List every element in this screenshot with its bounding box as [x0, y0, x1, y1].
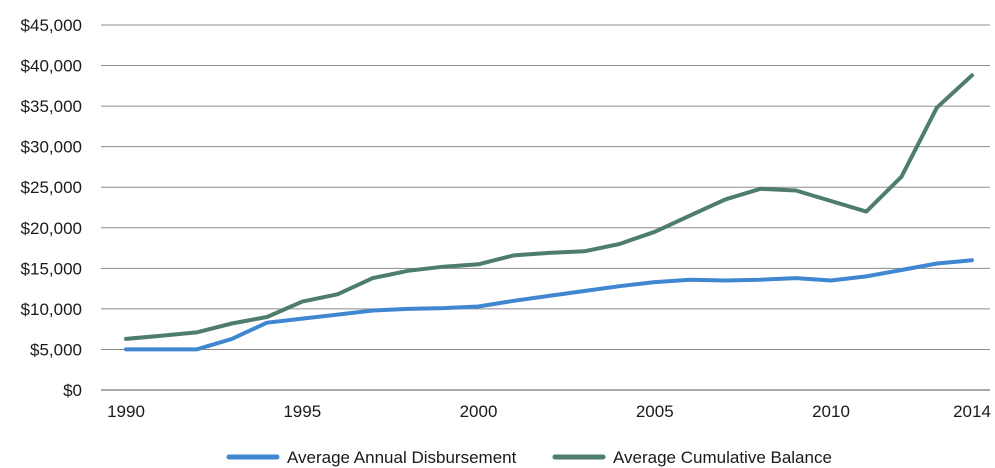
y-tick-label: $5,000 — [30, 340, 82, 359]
y-tick-label: $30,000 — [21, 138, 82, 157]
y-tick-label: $40,000 — [21, 57, 82, 76]
y-tick-label: $10,000 — [21, 300, 82, 319]
y-tick-label: $0 — [63, 381, 82, 400]
y-tick-label: $25,000 — [21, 178, 82, 197]
legend-label: Average Annual Disbursement — [287, 448, 517, 467]
x-tick-label: 2010 — [812, 402, 850, 421]
y-tick-label: $15,000 — [21, 259, 82, 278]
legend-label: Average Cumulative Balance — [613, 448, 832, 467]
y-tick-label: $35,000 — [21, 97, 82, 116]
x-tick-label: 2000 — [460, 402, 498, 421]
y-tick-label: $20,000 — [21, 219, 82, 238]
series-lines — [126, 75, 972, 349]
series-line-1 — [126, 260, 972, 349]
x-tick-label: 1995 — [283, 402, 321, 421]
y-axis: $0 $5,000 $10,000 $15,000 $20,000 $25,000 $30,… — [21, 16, 82, 400]
x-tick-label: 2014 — [953, 402, 991, 421]
series-line-2 — [126, 75, 972, 339]
y-tick-label: $45,000 — [21, 16, 82, 35]
legend: Average Annual Disbursement Average Cumul… — [229, 448, 832, 467]
x-axis: 1990 1995 2000 2005 2010 2014 — [107, 402, 991, 421]
x-tick-label: 1990 — [107, 402, 145, 421]
x-tick-label: 2005 — [636, 402, 674, 421]
